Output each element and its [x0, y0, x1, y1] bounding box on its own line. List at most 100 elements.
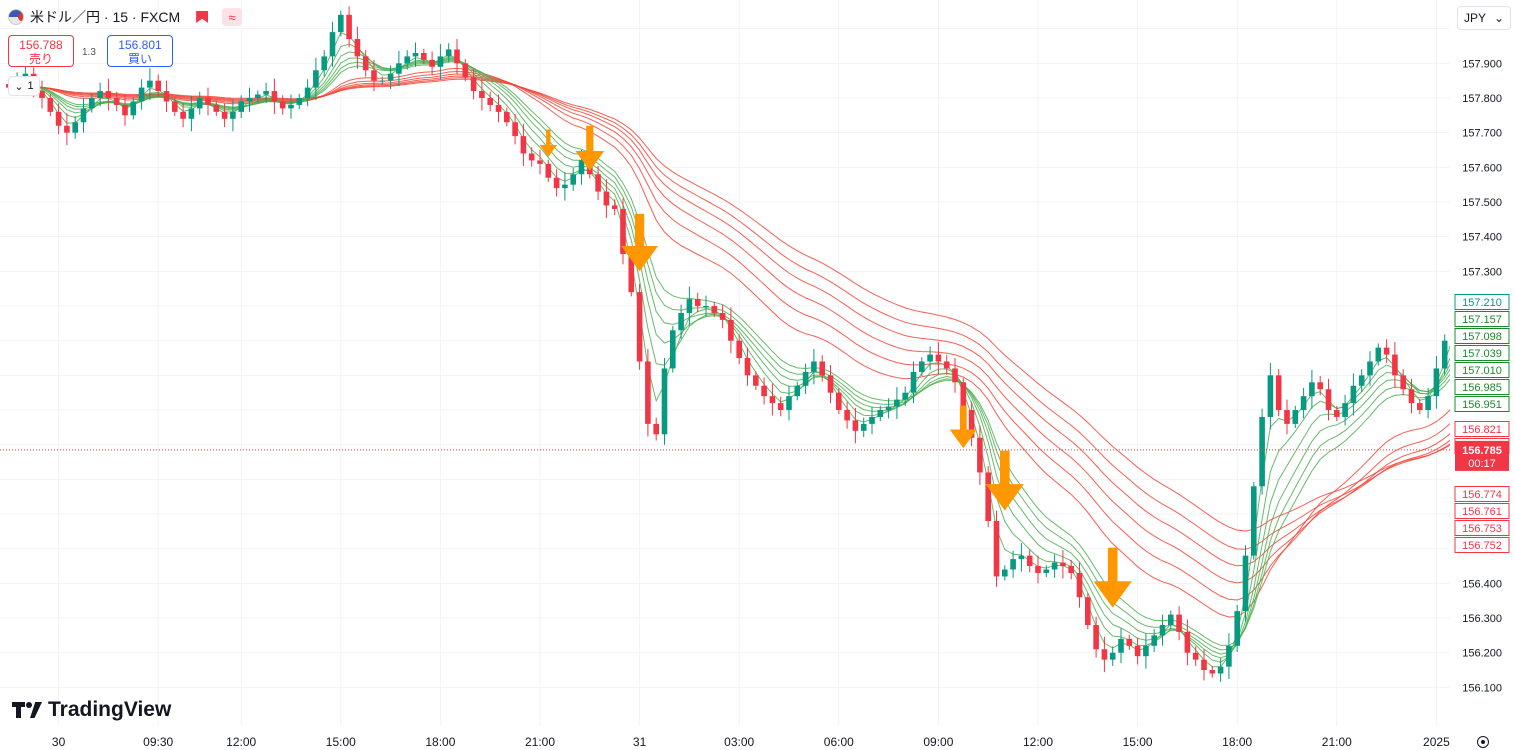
- candle-body: [653, 423, 659, 435]
- candle-body: [852, 420, 859, 431]
- candle-body: [1292, 410, 1299, 424]
- candle-body: [869, 416, 875, 424]
- candle: [1209, 665, 1216, 678]
- candle: [1217, 658, 1224, 682]
- time-tick-label: 09:00: [923, 735, 953, 749]
- candle-body: [960, 382, 967, 411]
- candle: [1292, 405, 1299, 429]
- candle: [462, 59, 469, 82]
- candle-body: [811, 361, 817, 372]
- candle-body: [1134, 645, 1141, 657]
- candle: [894, 387, 900, 420]
- candle: [213, 100, 220, 117]
- candle-body: [172, 101, 178, 112]
- ema-short-price-label-text: 157.098: [1462, 331, 1502, 343]
- candle-body: [279, 101, 286, 109]
- candle-body: [321, 56, 327, 71]
- price-tick-label: 157.300: [1462, 266, 1502, 278]
- candle-body: [130, 101, 137, 116]
- chart-reset-icon[interactable]: [1477, 736, 1489, 748]
- sell-button[interactable]: 156.788 売り: [8, 35, 74, 67]
- candle-body: [412, 52, 419, 57]
- price-axis-labels: 157.210 157.157 157.098 157.039 157.010 156.9…: [1454, 294, 1510, 553]
- candle: [1184, 619, 1191, 666]
- candle: [437, 43, 444, 80]
- candle-body: [113, 98, 120, 105]
- candle: [329, 21, 336, 67]
- time-axis[interactable]: 30 09:30 12:00 15:00 18:00 21:00 31 03:00 06:00 0…: [0, 726, 1450, 750]
- buy-button[interactable]: 156.801 買い: [107, 35, 173, 67]
- candle-body: [288, 104, 294, 109]
- spread-value: 1.3: [82, 47, 96, 58]
- candle-body: [1010, 559, 1016, 570]
- candle-body: [694, 299, 701, 307]
- candle-body: [1043, 569, 1050, 573]
- candle: [860, 417, 867, 438]
- candle: [719, 304, 726, 329]
- market-status-icon[interactable]: [196, 11, 209, 23]
- candle: [196, 91, 203, 115]
- time-tick-label: 12:00: [226, 735, 256, 749]
- indicators-toggle[interactable]: ⌄ 1: [8, 76, 40, 96]
- candle-body: [611, 205, 618, 209]
- candle-body: [1217, 666, 1224, 674]
- candle: [512, 113, 518, 145]
- candle-body: [1284, 410, 1290, 424]
- currency-select[interactable]: JPY ⌄: [1457, 6, 1511, 30]
- candle: [1101, 636, 1108, 673]
- candle-body: [860, 423, 867, 431]
- candle-body: [1375, 347, 1382, 362]
- candle: [346, 6, 352, 48]
- tradingview-logo[interactable]: TradingView: [12, 698, 171, 722]
- candle: [338, 10, 344, 37]
- candle-body: [777, 403, 784, 411]
- candle: [1300, 387, 1307, 419]
- candle-body: [703, 306, 709, 308]
- candle-body: [255, 94, 261, 98]
- candle-body: [1035, 566, 1041, 573]
- candle: [968, 401, 975, 447]
- candle-body: [105, 91, 112, 98]
- candle: [180, 103, 186, 128]
- usd-jpy-flag-icon: [8, 9, 24, 25]
- candle-body: [1076, 572, 1083, 598]
- symbol-header[interactable]: 米ドル／円 · 15 · FXCM ≈: [8, 6, 243, 28]
- candle: [927, 346, 933, 370]
- candle: [1259, 408, 1265, 495]
- candle-body: [719, 312, 726, 320]
- candle: [64, 113, 70, 146]
- candle-body: [736, 340, 742, 359]
- wave-icon[interactable]: ≈: [222, 8, 243, 26]
- candle-body: [761, 385, 767, 397]
- candle-body: [1350, 385, 1357, 404]
- time-tick-label: 15:00: [326, 735, 356, 749]
- candle: [163, 80, 170, 112]
- price-tick-label: 156.400: [1462, 578, 1502, 590]
- candle: [786, 385, 792, 421]
- candle-body: [1408, 389, 1415, 404]
- candle: [1251, 482, 1257, 560]
- ema-short-price-label-text: 157.210: [1462, 297, 1502, 309]
- ema-long-price-label-text: 156.821: [1462, 424, 1502, 436]
- ema-long-ribbon: [8, 67, 1462, 618]
- ema-short-price-label-text: 156.951: [1462, 399, 1502, 411]
- candle-body: [387, 73, 394, 81]
- candle-body: [304, 87, 311, 98]
- candle: [537, 150, 543, 175]
- candle: [1383, 339, 1390, 363]
- candle-body: [628, 254, 635, 293]
- candle-body: [1226, 645, 1232, 667]
- candle: [977, 425, 983, 485]
- candle-body: [894, 399, 900, 407]
- symbol-title: 米ドル／円 · 15 · FXCM: [30, 9, 181, 25]
- candle-body: [495, 104, 502, 112]
- ema-short-price-label: 157.210: [1454, 294, 1510, 310]
- time-tick-label: 03:00: [724, 735, 754, 749]
- candle-body: [620, 208, 626, 255]
- candle-body: [246, 98, 253, 102]
- candle-body: [1267, 375, 1274, 417]
- candle: [487, 91, 493, 112]
- candle: [636, 283, 643, 370]
- ema-short-price-label-box: [1454, 362, 1510, 378]
